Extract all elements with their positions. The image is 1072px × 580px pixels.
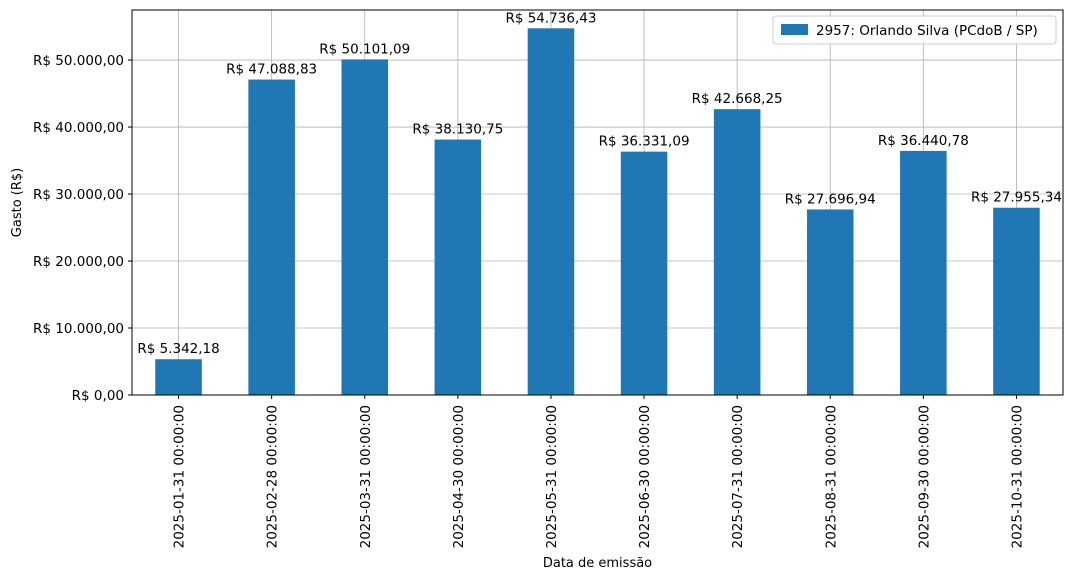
y-tick-label: R$ 40.000,00 [33, 120, 124, 136]
bar [620, 151, 668, 395]
x-tick-label: 2025-03-31 00:00:00 [358, 405, 374, 548]
bar-value-label: R$ 47.088,83 [226, 62, 317, 78]
x-tick-label: 2025-07-31 00:00:00 [730, 405, 746, 548]
bar-value-label: R$ 5.342,18 [137, 341, 219, 357]
bar [341, 59, 389, 395]
bar [248, 79, 295, 395]
x-tick-label: 2025-10-31 00:00:00 [1009, 405, 1025, 548]
x-tick-label: 2025-05-31 00:00:00 [544, 405, 560, 548]
bar-value-label: R$ 42.668,25 [692, 91, 783, 107]
bar-value-label: R$ 54.736,43 [505, 10, 596, 26]
legend-entry: 2957: Orlando Silva (PCdoB / SP) [816, 23, 1038, 39]
bar-value-label: R$ 27.955,34 [971, 190, 1062, 206]
bar-value-label: R$ 50.101,09 [319, 41, 410, 57]
y-tick-label: R$ 0,00 [72, 388, 124, 404]
x-tick-label: 2025-02-28 00:00:00 [265, 405, 281, 548]
bar [434, 139, 482, 395]
x-axis-label: Data de emissão [543, 556, 652, 571]
y-tick-label: R$ 10.000,00 [33, 321, 124, 337]
legend-swatch [781, 24, 808, 35]
bar [527, 28, 575, 396]
bar-value-label: R$ 27.696,94 [785, 191, 876, 207]
x-tick-label: 2025-08-31 00:00:00 [823, 405, 839, 548]
plot-frame [131, 9, 1064, 396]
x-tick-label: 2025-01-31 00:00:00 [172, 405, 188, 548]
bar [713, 109, 761, 396]
legend-box [772, 15, 1057, 45]
y-tick-label: R$ 50.000,00 [33, 53, 124, 69]
bar-value-label: R$ 36.440,78 [878, 133, 969, 149]
bar [993, 207, 1040, 395]
x-tick-label: 2025-06-30 00:00:00 [637, 405, 653, 548]
y-tick-label: R$ 30.000,00 [33, 187, 124, 203]
y-tick-label: R$ 20.000,00 [33, 254, 124, 270]
bar-value-label: R$ 36.331,09 [599, 134, 690, 150]
bar [806, 209, 854, 395]
bar-labels: R$ 5.342,18 R$ 47.088,83R$ 50.101,09 R$ 38… [137, 10, 1062, 357]
y-axis-label: Gasto (R$) [10, 168, 25, 237]
x-tick-label: 2025-09-30 00:00:00 [916, 405, 932, 548]
bar [900, 150, 947, 395]
legend: 2957: Orlando Silva (PCdoB / SP) [772, 15, 1057, 45]
bar [155, 359, 202, 395]
bar-value-label: R$ 38.130,75 [412, 122, 503, 138]
bars [155, 28, 1040, 396]
ticks: R$ 0,00 R$ 10.000,00 R$ 20.000,00 R$ 30.000… [33, 53, 1025, 548]
x-tick-label: 2025-04-30 00:00:00 [451, 405, 467, 548]
